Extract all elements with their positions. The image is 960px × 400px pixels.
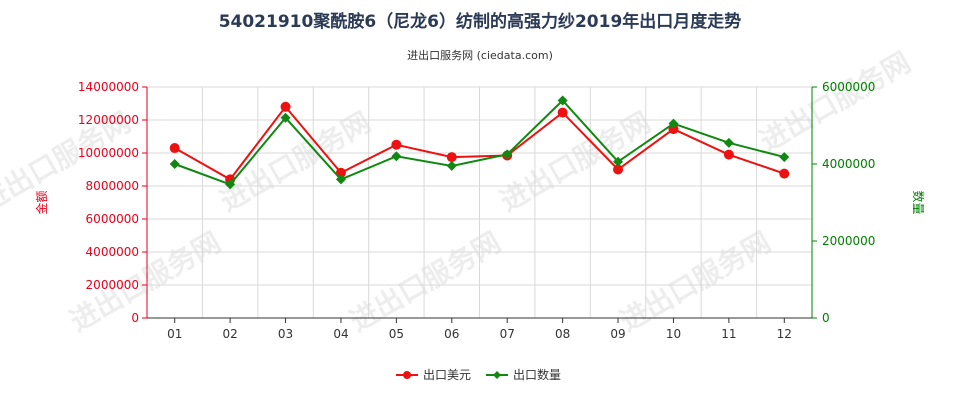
data-point-export-quantity	[391, 151, 402, 162]
y-right-tick-label: 2000000	[822, 234, 875, 248]
x-tick-label: 05	[389, 327, 404, 341]
y-left-tick-label: 6000000	[86, 212, 139, 226]
data-point-export-usd	[779, 168, 790, 179]
data-point-export-usd	[391, 139, 402, 150]
watermark-text: 进出口服务网	[214, 105, 376, 218]
chart-title: 54021910聚酰胺6（尼龙6）纺制的高强力纱2019年出口月度走势	[218, 12, 742, 32]
y-right-axis-label: 数量	[911, 190, 926, 214]
y-left-axis-label: 金额	[34, 190, 49, 214]
y-left-tick-label: 8000000	[86, 179, 139, 193]
x-tick-label: 03	[278, 327, 293, 341]
data-point-export-quantity	[613, 156, 624, 167]
data-point-export-quantity	[668, 118, 679, 129]
x-tick-label: 01	[167, 327, 182, 341]
data-point-export-quantity	[169, 159, 180, 169]
watermark-text: 进出口服务网	[494, 105, 656, 218]
x-tick-label: 06	[444, 327, 459, 341]
y-left-tick-label: 12000000	[78, 113, 139, 127]
y-left-tick-label: 14000000	[78, 80, 139, 94]
x-tick-label: 09	[610, 327, 625, 341]
data-point-export-usd	[280, 101, 291, 112]
y-left-tick-label: 2000000	[86, 278, 139, 292]
y-right-tick-label: 4000000	[822, 157, 875, 171]
series-line-export-usd	[174, 105, 785, 181]
y-left-tick-label: 0	[131, 311, 139, 325]
data-point-export-quantity	[557, 95, 568, 106]
y-left-tick-label: 10000000	[78, 146, 139, 160]
x-tick-label: 11	[721, 327, 736, 341]
data-point-export-usd	[557, 107, 568, 118]
y-right-tick-label: 0	[822, 311, 830, 325]
data-point-export-usd	[613, 164, 624, 175]
legend-label: 出口数量	[513, 367, 561, 382]
legend-marker	[403, 371, 411, 379]
data-point-export-quantity	[502, 149, 513, 160]
x-tick-label: 08	[555, 327, 570, 341]
y-right-tick-label: 6000000	[822, 80, 875, 94]
x-tick-label: 07	[500, 327, 515, 341]
watermark-text: 进出口服务网	[614, 225, 776, 338]
data-point-export-quantity	[723, 137, 734, 148]
chart-subtitle: 进出口服务网 (ciedata.com)	[407, 49, 553, 62]
data-point-export-quantity	[779, 152, 790, 163]
data-point-export-quantity	[446, 160, 457, 171]
data-point-export-quantity	[280, 112, 291, 123]
series-line-export-quantity	[174, 99, 785, 186]
data-point-export-usd	[446, 152, 457, 163]
x-tick-label: 10	[666, 327, 681, 341]
legend-label: 出口美元	[423, 368, 471, 382]
y-left-tick-label: 4000000	[86, 245, 139, 259]
legend-marker	[493, 371, 501, 379]
data-point-export-quantity	[225, 179, 236, 190]
watermark-text: 进出口服务网	[754, 45, 916, 158]
data-point-export-quantity	[335, 174, 346, 185]
data-point-export-usd	[668, 124, 679, 135]
x-tick-label: 04	[333, 327, 348, 341]
data-point-export-usd	[169, 143, 180, 154]
x-tick-label: 12	[777, 327, 792, 341]
data-point-export-usd	[723, 149, 734, 160]
x-tick-label: 02	[222, 327, 237, 341]
